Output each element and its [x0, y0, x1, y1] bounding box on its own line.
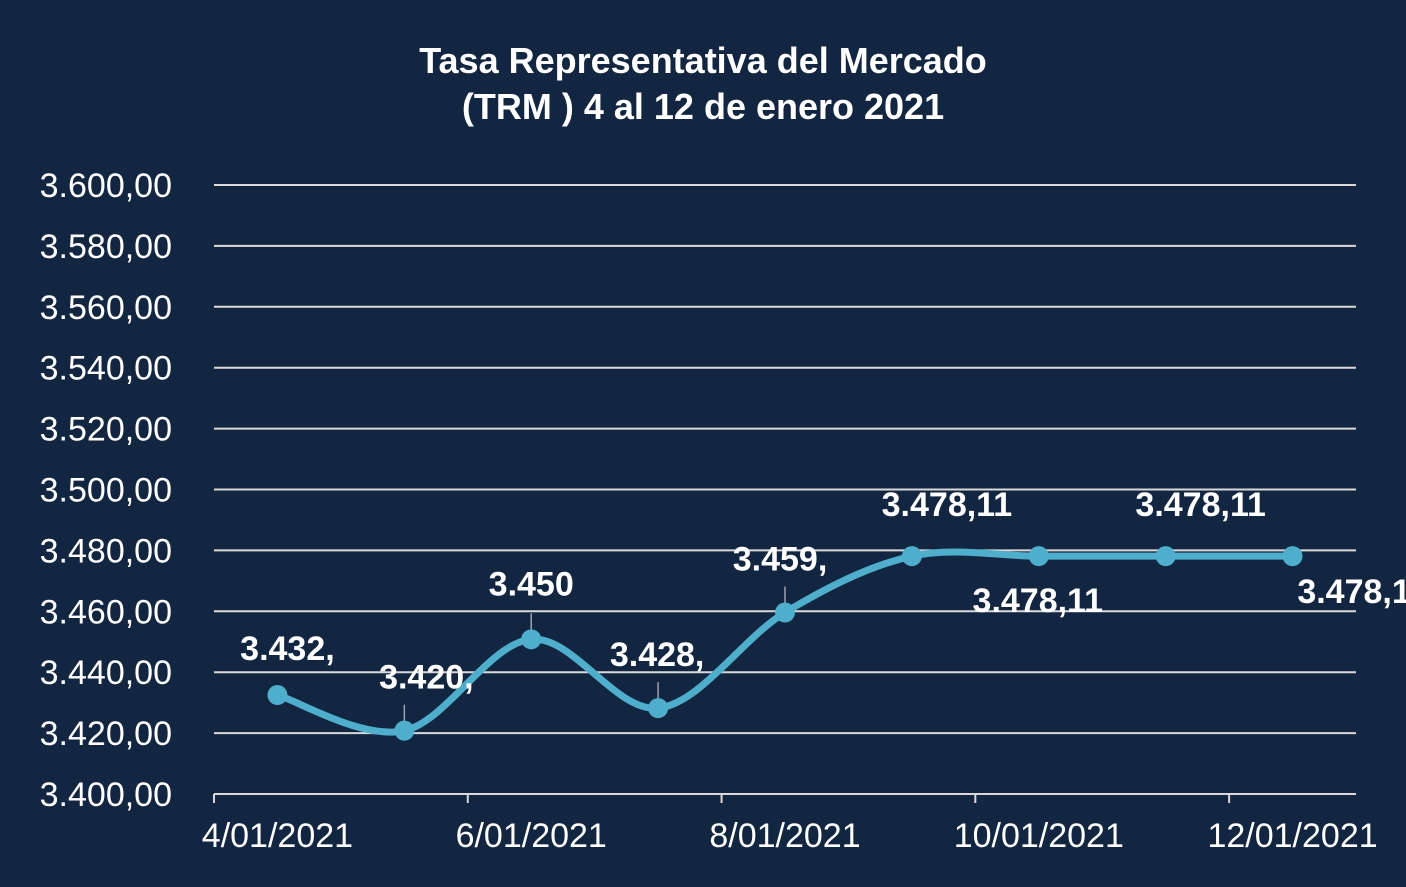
data-point [901, 546, 922, 567]
x-tick-label: 8/01/2021 [709, 817, 860, 855]
data-label: 3.420, [379, 659, 474, 697]
y-tick-label: 3.480,00 [40, 532, 172, 570]
data-label: 3.478,11 [882, 486, 1012, 524]
x-tick-label: 10/01/2021 [954, 817, 1124, 855]
data-point [394, 720, 415, 741]
data-point [775, 602, 795, 623]
data-point [521, 629, 542, 650]
x-tick-label: 4/01/2021 [202, 817, 353, 855]
data-label: 3.478,11 [1135, 486, 1265, 524]
y-tick-label: 3.600,00 [40, 167, 172, 205]
y-tick-label: 3.560,00 [40, 289, 172, 327]
data-label: 3.478,11 [1297, 573, 1406, 611]
chart-title-line-1: Tasa Representativa del Mercado [419, 40, 987, 81]
data-point [267, 685, 288, 706]
data-point [1155, 546, 1176, 567]
y-tick-label: 3.400,00 [40, 776, 172, 814]
y-tick-label: 3.520,00 [40, 411, 172, 449]
y-tick-label: 3.440,00 [40, 654, 172, 692]
y-tick-label: 3.540,00 [40, 350, 172, 388]
chart-title-line-2: (TRM ) 4 al 12 de enero 2021 [461, 86, 945, 127]
data-label: 3.432, [240, 630, 335, 668]
x-tick-label: 6/01/2021 [456, 817, 607, 855]
data-label: 3.428, [610, 636, 705, 674]
data-point [648, 698, 669, 719]
data-label: 3.459, [733, 541, 828, 579]
data-label: 3.478,11 [973, 582, 1103, 620]
data-label: 3.450 [489, 565, 574, 603]
x-tick-label: 12/01/2021 [1207, 817, 1377, 855]
y-tick-label: 3.580,00 [40, 228, 172, 266]
y-tick-label: 3.420,00 [40, 715, 172, 753]
series-line [273, 548, 1297, 736]
y-tick-label: 3.460,00 [40, 593, 172, 631]
chart-title: Tasa Representativa del Mercado (TRM ) 4… [0, 38, 1406, 130]
data-point [1028, 546, 1049, 567]
data-point [1282, 546, 1303, 567]
y-tick-label: 3.500,00 [40, 472, 172, 510]
